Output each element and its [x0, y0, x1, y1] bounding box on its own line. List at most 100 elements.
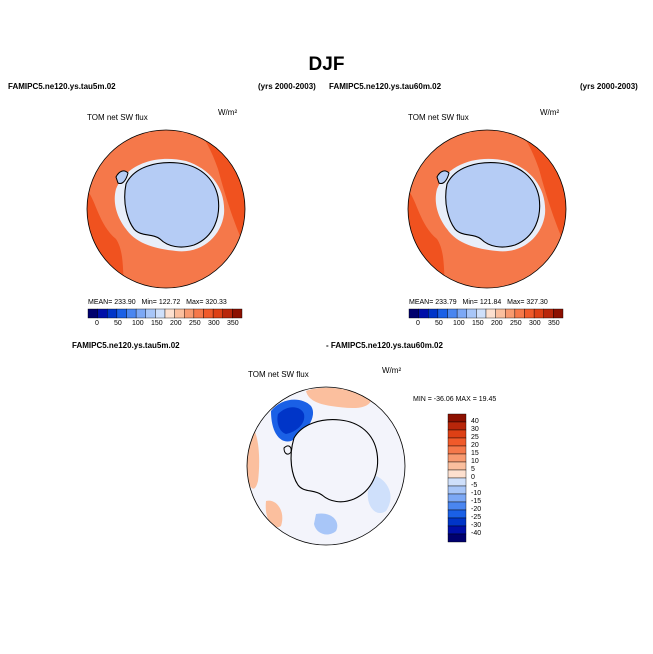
colorbar-swatch [533, 308, 544, 319]
colorbar-swatch [447, 413, 467, 423]
colorbar-tick: 250 [189, 320, 201, 327]
colorbar-swatch [193, 308, 204, 319]
right-case-label: FAMIPC5.ne120.ys.tau60m.02 [329, 82, 442, 91]
left-colorbar-ticks: 0 50 100 150 200 250 300 350 [88, 320, 248, 330]
diff-colorbar [447, 413, 467, 543]
colorbar-swatch [514, 308, 525, 319]
colorbar-swatch [505, 308, 516, 319]
mean-value: 233.90 [114, 299, 136, 306]
coastline [290, 419, 379, 503]
map-border [407, 129, 567, 289]
colorbar-tick: 30 [471, 426, 479, 433]
min-value: 121.84 [479, 299, 502, 306]
colorbar-tick: 0 [416, 320, 420, 327]
colorbar-tick: 150 [472, 320, 484, 327]
colorbar-swatch [203, 308, 214, 319]
diff-units-label: W/m² [382, 366, 402, 375]
colorbar-tick: -20 [471, 506, 482, 513]
colorbar-swatch [466, 308, 477, 319]
mean-label: MEAN= [88, 299, 113, 306]
colorbar-tick: 300 [208, 320, 220, 327]
min-label: Min= [141, 299, 157, 306]
left-stats: MEAN= 233.90 Min= 122.72 Max= 320.33 [88, 299, 227, 306]
colorbar-tick: -10 [471, 490, 482, 497]
negative-anomaly-region [314, 513, 338, 535]
colorbar-swatch [155, 308, 166, 319]
coastline [115, 170, 129, 184]
colorbar-tick: 300 [529, 320, 541, 327]
colorbar-tick: 100 [132, 320, 144, 327]
diff-colorbar-ticks: 40 30 25 20 15 10 5 0 -5 -10 -15 -20 -25… [471, 418, 501, 548]
colorbar-swatch [174, 308, 185, 319]
colorbar-swatch [408, 308, 419, 319]
colorbar-swatch [485, 308, 496, 319]
colorbar-tick: 100 [453, 320, 465, 327]
colorbar-tick: -25 [471, 514, 482, 521]
colorbar-tick: 20 [471, 442, 479, 449]
colorbar-tick: 200 [170, 320, 182, 327]
coastline [445, 162, 541, 248]
colorbar-swatch [222, 308, 233, 319]
max-label: Max= [186, 299, 204, 306]
right-stats: MEAN= 233.79 Min= 121.84 Max= 327.30 [409, 299, 548, 306]
colorbar-tick: -15 [471, 498, 482, 505]
colorbar-swatch [428, 308, 439, 319]
colorbar-tick: 50 [435, 320, 443, 327]
colorbar-swatch [184, 308, 195, 319]
left-polar-map [86, 129, 246, 289]
colorbar-swatch [447, 485, 467, 495]
colorbar-swatch [447, 509, 467, 519]
map-border [246, 386, 406, 546]
colorbar-swatch [116, 308, 127, 319]
diff-min-max: MIN = -36.06 MAX = 19.45 [413, 396, 497, 403]
colorbar-swatch [212, 308, 223, 319]
coastline [436, 170, 450, 184]
max-label: Max= [507, 299, 525, 306]
colorbar-swatch [447, 453, 467, 463]
colorbar-swatch [447, 517, 467, 527]
left-case-label: FAMIPC5.ne120.ys.tau5m.02 [8, 82, 116, 91]
colorbar-tick: 350 [227, 320, 239, 327]
colorbar-swatch [447, 469, 467, 479]
colorbar-tick: 200 [491, 320, 503, 327]
colorbar-swatch [447, 533, 467, 543]
coastline [124, 162, 220, 248]
colorbar-swatch [145, 308, 156, 319]
diff-case-b-label: - FAMIPC5.ne120.ys.tau60m.02 [326, 341, 443, 350]
colorbar-swatch [437, 308, 448, 319]
left-years-label: (yrs 2000-2003) [258, 82, 316, 91]
colorbar-swatch [447, 429, 467, 439]
colorbar-tick: -40 [471, 530, 482, 537]
colorbar-swatch [553, 308, 564, 319]
colorbar-tick: 150 [151, 320, 163, 327]
colorbar-swatch [447, 501, 467, 511]
colorbar-swatch [447, 493, 467, 503]
min-value: 122.72 [158, 299, 181, 306]
land-region [291, 419, 378, 502]
colorbar-swatch [87, 308, 98, 319]
land-region [124, 162, 219, 247]
colorbar-swatch [447, 421, 467, 431]
colorbar-tick: 15 [471, 450, 479, 457]
colorbar-tick: 40 [471, 418, 479, 425]
right-polar-map [407, 129, 567, 289]
colorbar-swatch [164, 308, 175, 319]
left-variable-label: TOM net SW flux [87, 113, 148, 122]
coastline [283, 445, 292, 455]
right-colorbar-ticks: 0 50 100 150 200 250 300 350 [409, 320, 569, 330]
colorbar-swatch [447, 437, 467, 447]
positive-anomaly-region [306, 387, 371, 409]
colorbar-tick: 10 [471, 458, 479, 465]
land-region [437, 170, 449, 184]
page-title: DJF [308, 54, 345, 75]
positive-anomaly-region [265, 500, 283, 528]
mean-value: 233.79 [435, 299, 457, 306]
diff-case-a-label: FAMIPC5.ne120.ys.tau5m.02 [72, 341, 180, 350]
max-value: 327.30 [526, 299, 548, 306]
colorbar-swatch [97, 308, 108, 319]
colorbar-swatch [524, 308, 535, 319]
colorbar-tick: 25 [471, 434, 479, 441]
right-years-label: (yrs 2000-2003) [580, 82, 638, 91]
colorbar-swatch [126, 308, 137, 319]
colorbar-swatch [495, 308, 506, 319]
